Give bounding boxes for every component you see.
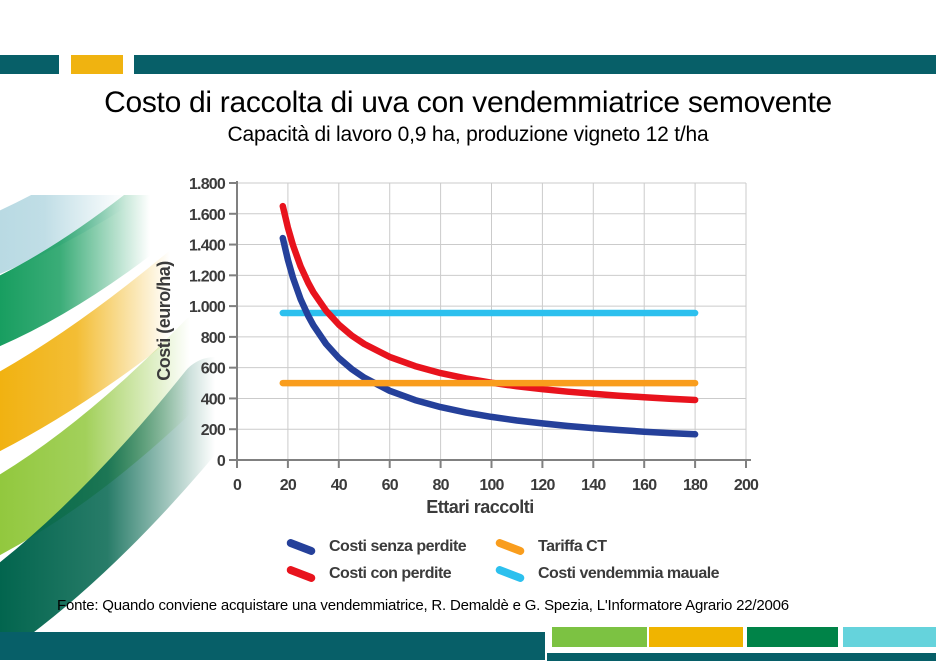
legend-item-costi-con-perdite: Costi con perdite [285,562,452,586]
x-tick-label: 100 [479,477,504,494]
x-tick-label: 180 [683,477,708,494]
legend-label: Tariffa CT [538,538,607,555]
legend-label: Costi senza perdite [329,538,467,555]
y-tick-label: 200 [201,422,226,439]
series-line-1 [279,202,699,404]
source-note: Fonte: Quando conviene acquistare una ve… [57,597,789,614]
swoosh-decoration [0,195,240,657]
legend-item-costi-senza-perdite: Costi senza perdite [285,535,467,559]
swoosh-band-teal [0,357,240,657]
y-tick-label: 1.200 [189,268,226,285]
y-tick-label: 600 [201,361,226,378]
y-tick-label: 1.600 [189,207,226,224]
legend-item-tariffa-ct: Tariffa CT [494,535,607,559]
legend-label: Costi vendemmia mauale [538,565,720,582]
bottom-block-dark-green [747,627,838,647]
bottom-block-light-green [552,627,647,647]
x-tick-labels: 0 20 40 60 80 100 120 140 160 180 200 [233,477,760,494]
chart-axes [229,181,751,468]
x-tick-label: 160 [632,477,657,494]
page-subtitle: Capacità di lavoro 0,9 ha, produzione vi… [227,123,709,146]
legend-label: Costi con perdite [329,565,452,582]
swoosh-band-green [0,195,207,347]
x-tick-label: 80 [432,477,449,494]
bottom-band-left [0,632,545,660]
top-accent-bar-left [0,55,59,74]
page-title: Costo di raccolta di uva con vendemmiatr… [104,86,832,119]
y-tick-label: 1.800 [189,176,226,193]
legend-swatch-cyan [494,564,526,584]
swoosh-band-light-green [0,310,240,556]
chart-series [279,202,699,438]
legend-swatch-red [285,564,317,584]
x-tick-label: 40 [331,477,348,494]
swoosh-band-gold [0,240,230,452]
swoosh-band-pale-blue [0,195,146,274]
y-tick-label: 1.000 [189,299,226,316]
y-tick-label: 400 [201,391,226,408]
x-tick-label: 0 [233,477,242,494]
cost-chart: 0 200 400 600 800 1.000 1.200 1.400 1.600 1.800 0 2… [154,176,760,517]
y-tick-label: 800 [201,330,226,347]
bottom-block-cyan [843,627,936,647]
series-line-0 [279,234,699,438]
x-tick-label: 200 [734,477,759,494]
y-tick-label: 1.400 [189,238,226,255]
legend-swatch-orange [494,537,526,557]
x-axis-title: Ettari raccolti [426,497,534,517]
y-axis-title: Costi (euro/ha) [154,261,174,381]
x-tick-label: 60 [382,477,399,494]
top-accent-bar-right [134,55,936,74]
bottom-band-strip [547,653,936,661]
top-accent-bar-gold [71,55,123,74]
bottom-block-gold [649,627,743,647]
x-tick-label: 140 [581,477,606,494]
legend-swatch-blue [285,537,317,557]
legend-item-vendemmia-manuale: Costi vendemmia mauale [494,562,720,586]
y-tick-label: 0 [217,453,226,470]
x-tick-label: 120 [530,477,555,494]
y-tick-labels: 0 200 400 600 800 1.000 1.200 1.400 1.600 1.800 [189,176,227,470]
x-tick-label: 20 [280,477,297,494]
